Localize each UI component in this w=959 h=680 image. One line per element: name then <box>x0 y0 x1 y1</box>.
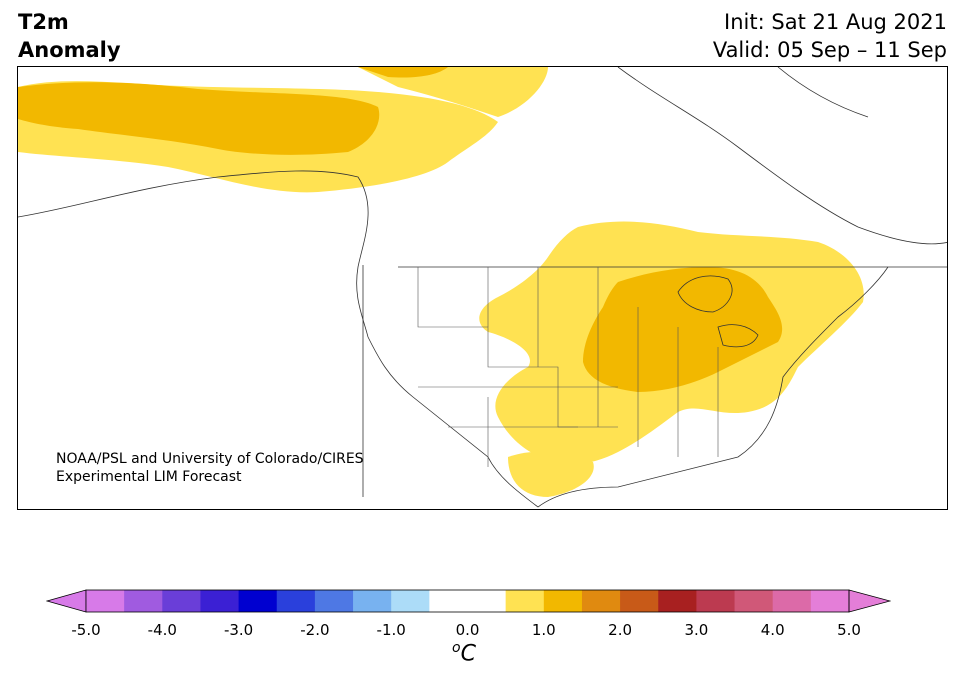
colorbar-segment <box>238 590 278 612</box>
colorbar-segment <box>658 590 697 612</box>
colorbar-tick-label: -4.0 <box>147 621 177 639</box>
title-line-1: T2m <box>18 10 69 34</box>
colorbar-tick-label: 5.0 <box>837 621 861 639</box>
colorbar-extend-low <box>45 589 87 613</box>
title-line-2: Anomaly <box>18 38 121 62</box>
coastlines <box>18 67 947 508</box>
colorbar-segment <box>86 590 125 612</box>
colorbar-segment <box>620 590 659 612</box>
colorbar-segment <box>505 590 545 612</box>
colorbar-segment <box>162 590 201 612</box>
colorbar-border <box>85 589 850 613</box>
colorbar-segment <box>391 590 430 612</box>
credit-text: NOAA/PSL and University of Colorado/CIRE… <box>56 450 364 486</box>
colorbar-tick-label: 2.0 <box>608 621 633 639</box>
colorbar-segment <box>543 590 583 612</box>
map-svg <box>18 67 947 509</box>
colorbar-segment <box>696 590 736 612</box>
anomaly-medium <box>18 67 783 392</box>
anomaly-map: NOAA/PSL and University of Colorado/CIRE… <box>17 66 948 510</box>
colorbar <box>45 588 892 618</box>
colorbar-tick-label: 1.0 <box>531 621 556 639</box>
colorbar-segment <box>124 590 163 612</box>
colorbar-segment <box>353 590 392 612</box>
init-date: Init: Sat 21 Aug 2021 <box>724 10 947 34</box>
valid-range: Valid: 05 Sep – 11 Sep <box>712 38 947 62</box>
colorbar-tick-label: -3.0 <box>223 621 254 639</box>
colorbar-segment <box>734 590 774 612</box>
colorbar-tick-label: -1.0 <box>376 621 406 639</box>
forecast-dates: Init: Sat 21 Aug 2021 Valid: 05 Sep – 11… <box>713 8 947 64</box>
state-borders <box>417 267 719 467</box>
colorbar-extend-high <box>848 589 892 613</box>
colorbar-segment <box>276 590 316 612</box>
colorbar-segment <box>429 590 468 612</box>
colorbar-tick-label: 3.0 <box>684 621 709 639</box>
colorbar-segment <box>200 590 240 612</box>
colorbar-segment <box>810 590 850 612</box>
colorbar-tick-label: -2.0 <box>300 621 330 639</box>
map-title: T2m Anomaly <box>18 8 121 64</box>
colorbar-tick-label: 0.0 <box>455 621 480 639</box>
credit-line-2: Experimental LIM Forecast <box>56 469 242 485</box>
unit-superscript: o <box>452 640 461 656</box>
colorbar-segment <box>581 590 621 612</box>
colorbar-tick-label: -5.0 <box>71 621 101 639</box>
colorbar-segment <box>467 590 507 612</box>
colorbar-segment <box>314 590 354 612</box>
unit-main: C <box>460 641 476 667</box>
unit-label: oC <box>452 640 476 666</box>
colorbar-svg <box>45 589 892 613</box>
credit-line-1: NOAA/PSL and University of Colorado/CIRE… <box>56 451 364 467</box>
colorbar-tick-label: 4.0 <box>760 621 785 639</box>
colorbar-segment <box>772 590 812 612</box>
